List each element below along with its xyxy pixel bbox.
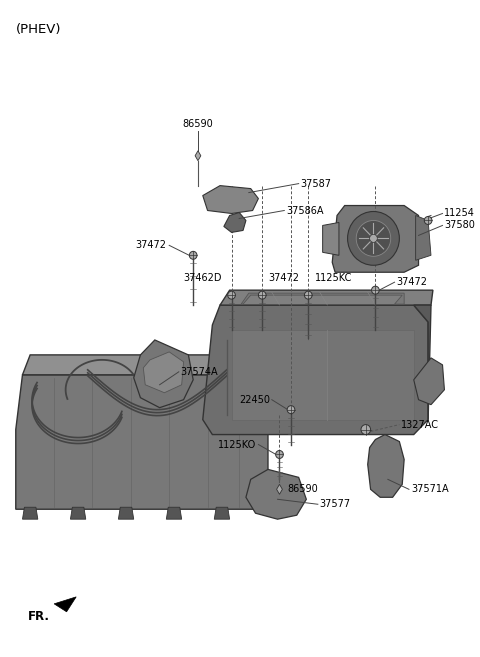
Polygon shape: [16, 374, 268, 509]
Text: 37472: 37472: [135, 240, 167, 250]
Polygon shape: [54, 597, 76, 612]
Polygon shape: [231, 330, 327, 420]
Circle shape: [258, 291, 266, 299]
Polygon shape: [414, 358, 444, 405]
Polygon shape: [220, 290, 433, 305]
Polygon shape: [276, 484, 282, 494]
Circle shape: [228, 291, 235, 299]
Circle shape: [370, 235, 377, 242]
Circle shape: [304, 291, 312, 299]
Polygon shape: [167, 507, 181, 519]
Text: 37577: 37577: [320, 499, 351, 509]
Polygon shape: [119, 507, 134, 519]
Text: 86590: 86590: [182, 119, 213, 129]
Polygon shape: [332, 206, 419, 272]
Text: 37462D: 37462D: [183, 273, 222, 283]
Text: 37586A: 37586A: [286, 206, 324, 215]
Text: 37472: 37472: [396, 277, 428, 287]
Polygon shape: [327, 330, 414, 420]
Text: 86590: 86590: [287, 484, 318, 494]
Circle shape: [372, 286, 379, 294]
Polygon shape: [246, 469, 306, 519]
Circle shape: [287, 405, 295, 414]
Polygon shape: [144, 352, 183, 393]
Polygon shape: [224, 212, 246, 233]
Circle shape: [424, 216, 432, 225]
Circle shape: [189, 252, 197, 260]
Text: FR.: FR.: [28, 610, 50, 623]
Polygon shape: [23, 355, 268, 374]
Text: (PHEV): (PHEV): [16, 23, 61, 36]
Polygon shape: [195, 150, 201, 161]
Circle shape: [348, 212, 399, 265]
Circle shape: [361, 424, 371, 434]
Polygon shape: [368, 434, 404, 497]
Polygon shape: [203, 186, 258, 214]
Polygon shape: [416, 215, 431, 260]
Polygon shape: [323, 223, 339, 256]
Circle shape: [276, 451, 283, 459]
Text: 37472: 37472: [268, 273, 299, 283]
Polygon shape: [23, 507, 38, 519]
Polygon shape: [241, 293, 404, 304]
Polygon shape: [414, 305, 431, 420]
Polygon shape: [203, 305, 428, 434]
Polygon shape: [134, 340, 193, 407]
Polygon shape: [214, 507, 229, 519]
Text: 37580: 37580: [444, 221, 475, 231]
Text: 11254: 11254: [444, 208, 475, 219]
Text: 37571A: 37571A: [411, 484, 448, 494]
Text: 1125KC: 1125KC: [315, 273, 352, 283]
Polygon shape: [71, 507, 86, 519]
Text: 1125KO: 1125KO: [218, 440, 256, 449]
Text: 22450: 22450: [239, 395, 270, 405]
Text: 37587: 37587: [300, 179, 332, 189]
Circle shape: [356, 221, 391, 256]
Text: 37574A: 37574A: [180, 367, 218, 377]
Text: 1327AC: 1327AC: [401, 420, 439, 430]
